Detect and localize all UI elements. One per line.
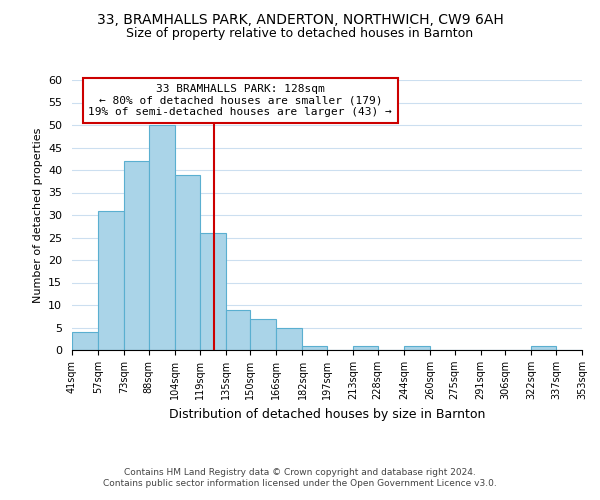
Bar (302, 346, 327, 350)
Bar (175, 174, 199, 350)
Text: Contains HM Land Registry data © Crown copyright and database right 2024.
Contai: Contains HM Land Registry data © Crown c… (103, 468, 497, 487)
Bar (226, 310, 250, 350)
Text: Size of property relative to detached houses in Barnton: Size of property relative to detached ho… (127, 28, 473, 40)
Bar (353, 346, 377, 350)
Text: 33, BRAMHALLS PARK, ANDERTON, NORTHWICH, CW9 6AH: 33, BRAMHALLS PARK, ANDERTON, NORTHWICH,… (97, 12, 503, 26)
Bar (532, 346, 556, 350)
Bar (149, 125, 175, 350)
Bar (72, 332, 98, 350)
Bar (124, 161, 149, 350)
X-axis label: Distribution of detached houses by size in Barnton: Distribution of detached houses by size … (169, 408, 485, 420)
Bar (199, 233, 226, 350)
Bar (98, 210, 124, 350)
Bar (404, 346, 430, 350)
Y-axis label: Number of detached properties: Number of detached properties (32, 128, 43, 302)
Bar (250, 318, 277, 350)
Bar (277, 328, 302, 350)
Text: 33 BRAMHALLS PARK: 128sqm
← 80% of detached houses are smaller (179)
19% of semi: 33 BRAMHALLS PARK: 128sqm ← 80% of detac… (88, 84, 392, 117)
